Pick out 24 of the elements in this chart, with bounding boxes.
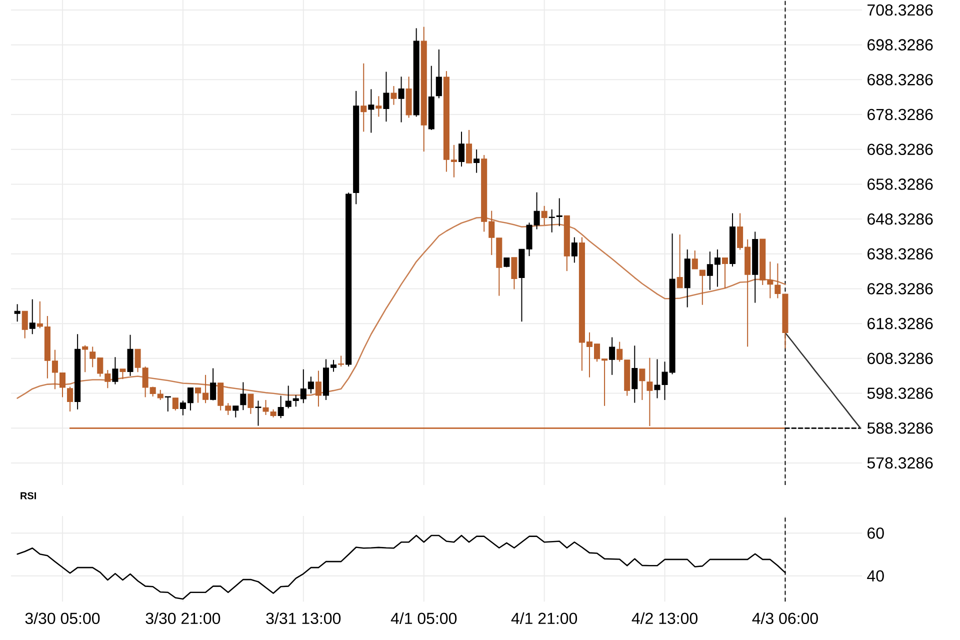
chart-title: RSI (20, 492, 36, 500)
x-tick-label: 4/1 05:00 (390, 612, 457, 624)
y-tick-label: 688.3286 (868, 74, 933, 86)
y-tick-label: 598.3286 (867, 388, 933, 399)
x-tick-label: 4/1 21:00 (511, 612, 578, 624)
y-tick-label: 40 (867, 570, 884, 582)
x-tick-label: 4/3 06:00 (752, 612, 818, 624)
y-tick-label: 678.3286 (868, 108, 933, 120)
y-tick-label: 698.3286 (868, 39, 933, 50)
x-tick-label: 3/31 13:00 (266, 612, 341, 624)
y-tick-label: 658.3286 (868, 178, 933, 190)
y-tick-label: 578.3286 (867, 457, 933, 469)
x-tick-label: 4/2 13:00 (632, 612, 698, 624)
x-tick-label: 3/30 05:00 (25, 612, 100, 624)
y-tick-label: 608.3286 (868, 352, 933, 364)
y-tick-label: 588.3286 (867, 422, 933, 434)
x-tick-label: 3/30 21:00 (146, 612, 220, 624)
y-tick-label: 628.3286 (868, 283, 933, 294)
y-tick-label: 708.3286 (868, 4, 933, 16)
y-tick-label: 60 (868, 527, 884, 539)
y-tick-label: 648.3286 (868, 213, 933, 225)
y-tick-label: 618.3286 (868, 318, 933, 330)
y-tick-label: 638.3286 (868, 248, 933, 260)
y-tick-label: 668.3286 (868, 144, 933, 156)
